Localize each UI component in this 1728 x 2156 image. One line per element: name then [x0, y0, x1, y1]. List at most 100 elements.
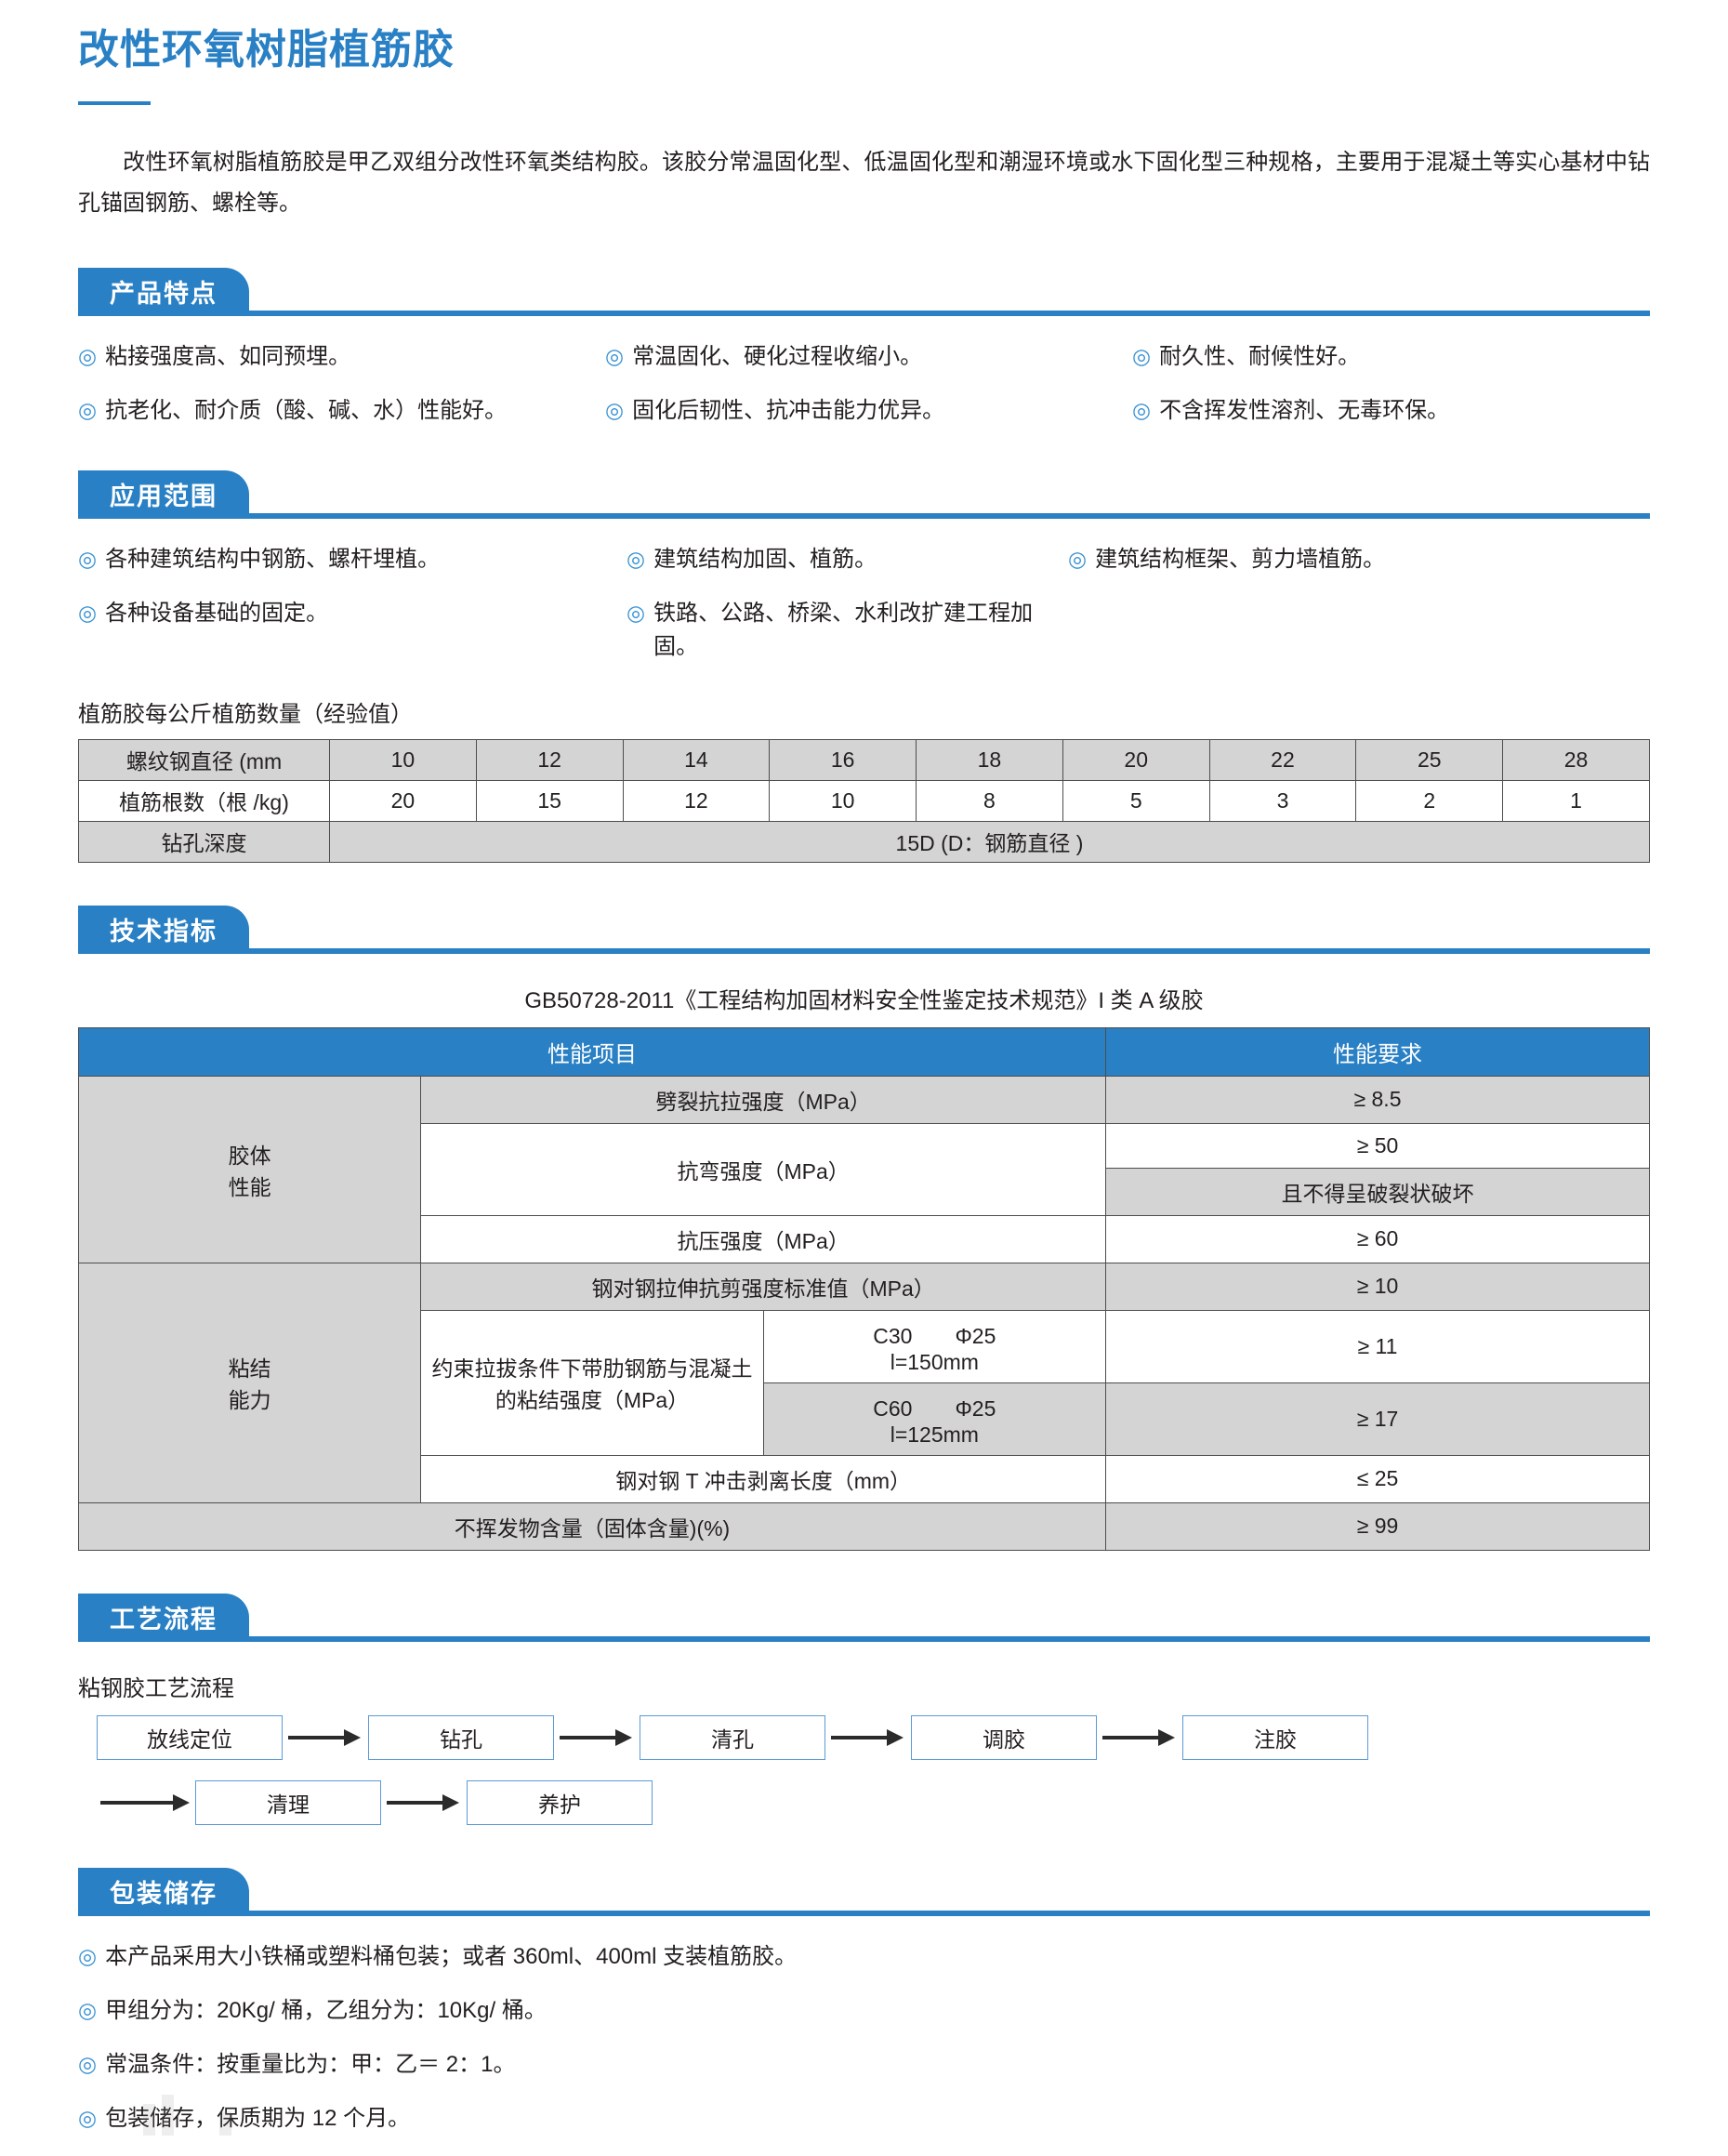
property-value: ≥ 60 [1105, 1214, 1650, 1263]
section-underline-technical [78, 950, 1650, 954]
features-list: ◎ 粘接强度高、如同预埋。 ◎ 常温固化、硬化过程收缩小。 ◎ 耐久性、耐候性好。 ◎… [78, 340, 1650, 428]
section-underline-features [78, 312, 1650, 316]
list-item: ◎ 包装储存，保质期为 12 个月。 [78, 2102, 1650, 2136]
section-underline-packaging [78, 1912, 1650, 1916]
flowchart-row-1: 放线定位 钻孔 清孔 调胶 注胶 [78, 1714, 1650, 1760]
intro-paragraph: 改性环氧树脂植筋胶是甲乙双组分改性环氧类结构胶。该胶分常温固化型、低温固化型和潮… [78, 142, 1650, 225]
section-rule-features [249, 268, 1650, 316]
arrow-right-icon [283, 1727, 368, 1748]
section-header-process: 工艺流程 [78, 1593, 1650, 1642]
list-item-label: 粘接强度高、如同预埋。 [105, 343, 351, 369]
table-cell: 28 [1502, 738, 1650, 781]
property-condition-c30: C30 Φ25 l=150mm [762, 1309, 1107, 1383]
table-row: 抗弯强度（MPa） ≥ 50 [79, 1122, 1650, 1216]
property-name: 钢对钢 T 冲击剥离长度（mm） [420, 1454, 1106, 1503]
bullet-icon: ◎ [78, 546, 98, 571]
property-name: 劈裂抗拉强度（MPa） [420, 1075, 1106, 1124]
list-item: ◎ 建筑结构加固、植筋。 [627, 543, 1059, 576]
list-item-label: 常温条件：按重量比为：甲：乙＝ 2：1。 [105, 2051, 516, 2077]
arrow-right-icon [825, 1727, 911, 1748]
table-cell: 10 [769, 779, 917, 822]
table-row: 钢对钢 T 冲击剥离长度（mm） ≤ 25 [79, 1454, 1650, 1503]
table-row: 抗压强度（MPa） ≥ 60 [79, 1214, 1650, 1263]
category-line-2: 性能 [228, 1174, 271, 1199]
list-item: ◎ 不含挥发性溶剂、无毒环保。 [1132, 394, 1650, 428]
list-item: ◎ 各种建筑结构中钢筋、螺杆埋植。 [78, 543, 617, 576]
property-name: 抗压强度（MPa） [420, 1214, 1106, 1263]
bullet-icon: ◎ [78, 343, 98, 368]
bullet-icon: ◎ [605, 397, 625, 422]
column-header-item: 性能项目 [78, 1026, 1106, 1077]
arrow-right-icon [1097, 1727, 1182, 1748]
section-header-technical: 技术指标 [78, 905, 1650, 954]
arrow-right-icon [381, 1792, 467, 1813]
flow-step-box: 养护 [467, 1779, 653, 1825]
list-item-label: 甲组分为：20Kg/ 桶，乙组分为：10Kg/ 桶。 [105, 1997, 547, 2023]
section-underline-application [78, 515, 1650, 519]
row-label: 钻孔深度 [78, 820, 330, 863]
flow-step-box: 钻孔 [368, 1714, 554, 1760]
table-row: C60 Φ25 l=125mm ≥ 17 [79, 1382, 1650, 1456]
table-cell: 5 [1062, 779, 1210, 822]
table-cell: 1 [1502, 779, 1650, 822]
section-rule-packaging [249, 1868, 1650, 1916]
table-row: 钻孔深度 15D (D：钢筋直径 ) [78, 820, 1650, 863]
flow-step-box: 清孔 [640, 1714, 825, 1760]
section-underline-process [78, 1638, 1650, 1642]
list-item-label: 建筑结构加固、植筋。 [653, 546, 877, 572]
list-item-label: 常温固化、硬化过程收缩小。 [632, 343, 923, 369]
table-cell: 14 [622, 738, 771, 781]
condition-line-1: C30 Φ25 [873, 1323, 996, 1348]
table-cell: 16 [769, 738, 917, 781]
table-cell: 12 [475, 738, 624, 781]
arrow-right-icon [554, 1727, 640, 1748]
section-title-features: 产品特点 [78, 267, 249, 316]
section-header-packaging: 包装储存 [78, 1867, 1650, 1916]
list-item-label: 本产品采用大小铁桶或塑料桶包装；或者 360ml、400ml 支装植筋胶。 [105, 1943, 798, 1969]
property-name: 约束拉拔条件下带肋钢筋与混凝土的粘结强度（MPa） [420, 1309, 764, 1456]
flowchart-caption: 粘钢胶工艺流程 [78, 1675, 234, 1701]
watermark-bar [162, 2094, 174, 2136]
section-rule-technical [249, 906, 1650, 954]
property-value: ≥ 10 [1105, 1262, 1650, 1311]
list-item-empty [1068, 597, 1650, 664]
condition-line-2: l=150mm [890, 1349, 979, 1374]
bullet-icon: ◎ [627, 600, 646, 625]
flow-step-box: 调胶 [911, 1714, 1097, 1760]
arrow-right-icon [95, 1792, 195, 1813]
flow-step-box: 放线定位 [97, 1714, 283, 1760]
watermark-bar [219, 2110, 231, 2136]
flowchart-row-2: 清理 养护 [78, 1779, 1650, 1825]
list-item: ◎ 甲组分为：20Kg/ 桶，乙组分为：10Kg/ 桶。 [78, 1994, 1650, 2028]
standard-reference: GB50728-2011《工程结构加固材料安全性鉴定技术规范》I 类 A 级胶 [524, 987, 1204, 1013]
condition-line-1: C60 Φ25 [873, 1395, 996, 1421]
list-item-label: 建筑结构框架、剪力墙植筋。 [1095, 546, 1386, 572]
bullet-icon: ◎ [78, 2051, 98, 2076]
watermark-bar [143, 2103, 155, 2136]
table-cell: 3 [1208, 779, 1357, 822]
table-cell: 22 [1208, 738, 1357, 781]
row-label: 螺纹钢直径 (mm [78, 738, 330, 781]
section-title-application: 应用范围 [78, 470, 249, 519]
flow-step-box: 注胶 [1182, 1714, 1368, 1760]
category-line-1: 粘结 [228, 1356, 271, 1382]
category-line-2: 能力 [228, 1388, 271, 1413]
table-row: 螺纹钢直径 (mm 10 12 14 16 18 20 22 25 28 [78, 738, 1650, 781]
table-cell: 18 [916, 738, 1063, 781]
list-item-label: 各种设备基础的固定。 [105, 600, 329, 626]
list-item-label: 不含挥发性溶剂、无毒环保。 [1159, 397, 1450, 423]
property-value: ≥ 99 [1105, 1501, 1650, 1551]
section-header-features: 产品特点 [78, 267, 1650, 316]
property-name: 不挥发物含量（固体含量)(%) [78, 1501, 1106, 1551]
bullet-icon: ◎ [78, 1943, 98, 1968]
table-row: 约束拉拔条件下带肋钢筋与混凝土的粘结强度（MPa） C30 Φ25 l=150m… [79, 1309, 1650, 1456]
intro-text: 改性环氧树脂植筋胶是甲乙双组分改性环氧类结构胶。该胶分常温固化型、低温固化型和潮… [78, 150, 1650, 217]
list-item-label: 各种建筑结构中钢筋、螺杆埋植。 [105, 546, 441, 572]
bullet-icon: ◎ [78, 397, 98, 422]
property-value: ≥ 50 [1105, 1122, 1650, 1169]
table-cell: 25 [1355, 738, 1504, 781]
table-cell-merged: 15D (D：钢筋直径 ) [329, 820, 1650, 863]
rebar-table-caption: 植筋胶每公斤植筋数量（经验值） [78, 701, 413, 727]
table-cell: 20 [1062, 738, 1210, 781]
bullet-icon: ◎ [1132, 397, 1152, 422]
